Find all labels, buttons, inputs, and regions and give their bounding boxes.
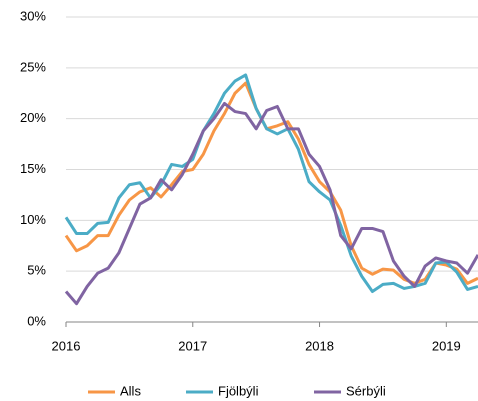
- x-tick-label: 2017: [178, 338, 207, 353]
- y-tick-label: 20%: [20, 110, 46, 125]
- series-line: [64, 101, 478, 306]
- y-tick-label: 25%: [20, 59, 46, 74]
- y-tick-label: 10%: [20, 212, 46, 227]
- x-tick-label: 2018: [305, 338, 334, 353]
- series-line: [64, 81, 478, 285]
- x-tick-label: 2019: [432, 338, 461, 353]
- x-tick-label: 2016: [52, 338, 81, 353]
- y-tick-label: 30%: [20, 8, 46, 23]
- series-line: [64, 73, 478, 293]
- y-tick-label: 15%: [20, 161, 46, 176]
- y-tick-label: 5%: [27, 263, 46, 278]
- legend-label: Sérbýli: [346, 383, 386, 398]
- legend-label: Fjölbýli: [218, 383, 259, 398]
- legend-label: Alls: [120, 383, 141, 398]
- y-tick-label: 0%: [27, 313, 46, 328]
